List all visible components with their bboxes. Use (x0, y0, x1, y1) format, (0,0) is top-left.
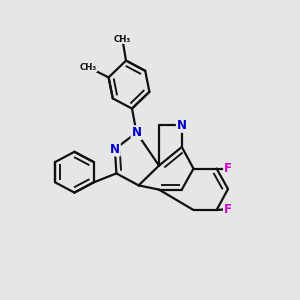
Text: N: N (110, 142, 120, 156)
Text: CH₃: CH₃ (114, 34, 131, 43)
Text: N: N (177, 119, 187, 132)
Text: N: N (131, 126, 142, 139)
Text: F: F (224, 162, 232, 175)
Text: F: F (224, 202, 232, 216)
Text: CH₃: CH₃ (80, 63, 97, 72)
